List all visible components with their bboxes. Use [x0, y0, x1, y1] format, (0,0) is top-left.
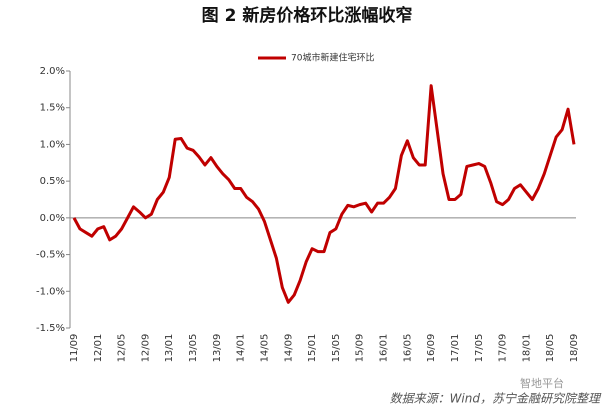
- line-series: [72, 84, 576, 304]
- x-tick-label: 12/01: [93, 334, 104, 363]
- x-tick-label: 13/05: [188, 334, 199, 363]
- x-tick-label: 17/01: [450, 334, 461, 363]
- y-tick-label: 1.5%: [40, 103, 65, 114]
- source-note: 数据来源：Wind，苏宁金融研究院整理: [390, 392, 602, 406]
- y-tick-label: 1.0%: [40, 139, 65, 150]
- y-tick-label: 0.5%: [40, 176, 65, 187]
- chart-title: 图 2 新房价格环比涨幅收窄: [202, 5, 413, 26]
- x-tick-label: 12/09: [140, 334, 151, 363]
- x-tick-label: 14/05: [259, 334, 270, 363]
- x-tick-label: 17/09: [498, 334, 509, 363]
- x-tick-label: 16/01: [379, 334, 390, 363]
- y-tick-label: -1.5%: [36, 323, 65, 334]
- x-tick-label: 16/05: [402, 334, 413, 363]
- x-tick-label: 14/01: [236, 334, 247, 363]
- y-tick-label: 2.0%: [40, 66, 65, 77]
- y-tick-label: 0.0%: [40, 213, 65, 224]
- legend-label: 70城市新建住宅环比: [291, 52, 374, 64]
- x-tick-label: 17/05: [474, 334, 485, 363]
- x-tick-label: 15/05: [331, 334, 342, 363]
- x-tick-label: 12/05: [117, 334, 128, 363]
- x-tick-label: 15/01: [307, 334, 318, 363]
- y-tick-label: -1.0%: [36, 286, 65, 297]
- x-tick-label: 18/09: [569, 334, 580, 363]
- x-tick-label: 13/09: [212, 334, 223, 363]
- x-tick-label: 16/09: [426, 334, 437, 363]
- y-tick-label: -0.5%: [36, 250, 65, 261]
- x-tick-label: 13/01: [164, 334, 175, 363]
- watermark: 智地平台: [520, 376, 564, 390]
- x-tick-label: 11/09: [69, 334, 80, 363]
- x-tick-label: 14/09: [283, 334, 294, 363]
- x-tick-label: 18/01: [521, 334, 532, 363]
- x-tick-label: 18/05: [545, 334, 556, 363]
- x-tick-label: 15/09: [355, 334, 366, 363]
